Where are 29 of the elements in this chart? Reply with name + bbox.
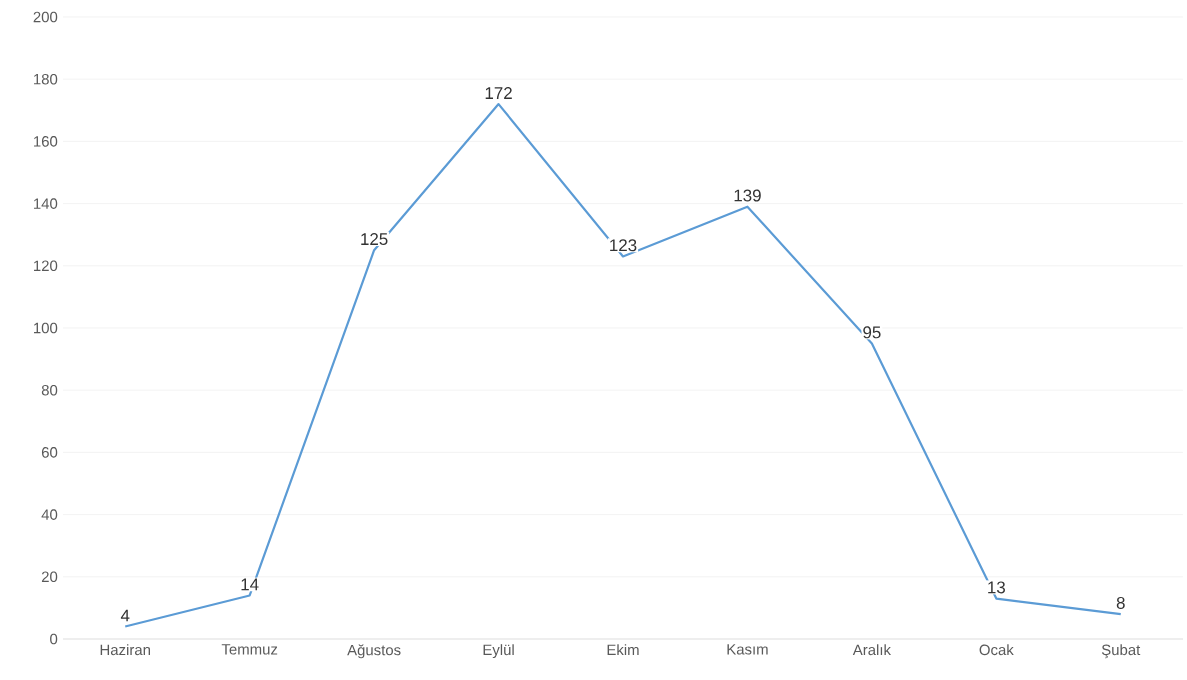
y-tick-label: 160 [34, 136, 58, 147]
x-tick-label: Şubat [1101, 644, 1141, 659]
y-tick-label: 100 [34, 322, 58, 334]
data-label: 95 [863, 326, 881, 339]
x-tick-label: Kasım [727, 644, 768, 655]
x-tick-label: Ekim [607, 644, 639, 656]
x-tick-label: Ağustos [347, 644, 401, 659]
y-tick-label: 200 [33, 11, 58, 23]
data-label: 8 [1116, 596, 1125, 609]
data-label: 4 [120, 609, 130, 622]
data-label: 172 [485, 87, 512, 99]
x-tick-label: Temmuz [221, 644, 278, 655]
y-tick-label: 0 [50, 633, 58, 645]
data-label: 14 [241, 578, 259, 591]
x-tick-label: Ocak [979, 644, 1014, 656]
data-label: 139 [734, 189, 761, 202]
data-label: 123 [610, 239, 637, 252]
y-tick-label: 60 [41, 447, 58, 458]
y-tick-label: 40 [41, 509, 58, 520]
y-tick-label: 120 [34, 260, 58, 272]
x-tick-label: Haziran [100, 644, 150, 656]
data-label: 13 [988, 581, 1005, 594]
y-tick-label: 140 [34, 198, 58, 209]
y-tick-label: 80 [41, 384, 58, 396]
x-tick-label: Eylül [483, 644, 514, 659]
y-tick-label: 180 [34, 73, 58, 85]
y-tick-label: 20 [41, 571, 58, 583]
x-tick-label: Aralık [852, 644, 891, 656]
data-label: 125 [361, 233, 388, 246]
